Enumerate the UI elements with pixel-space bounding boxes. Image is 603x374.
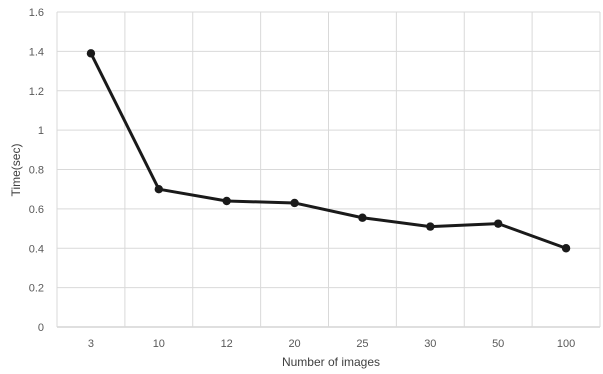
x-axis-ticks: 3 10 12 20 25 30 50 100 <box>88 338 575 350</box>
data-point <box>154 184 164 194</box>
y-axis-ticks: 0 0.2 0.4 0.6 0.8 1 1.2 1.4 1.6 <box>29 7 44 334</box>
data-point <box>358 213 367 222</box>
x-tick-label: 20 <box>288 338 300 350</box>
y-tick-label: 1.2 <box>29 86 44 98</box>
x-tick-label: 12 <box>221 338 233 350</box>
grid-layer <box>56 11 601 328</box>
data-point <box>493 219 503 228</box>
y-tick-label: 1.4 <box>29 46 44 58</box>
x-tick-label: 50 <box>492 338 504 350</box>
x-tick-label: 25 <box>356 338 368 350</box>
y-tick-label: 0.6 <box>29 204 44 216</box>
data-point <box>86 49 96 58</box>
x-tick-label: 3 <box>88 338 94 350</box>
y-axis-title: Time(sec) <box>9 144 23 197</box>
y-tick-label: 1.6 <box>29 7 44 19</box>
y-tick-label: 0.4 <box>29 243 44 255</box>
y-tick-label: 1 <box>38 125 44 137</box>
series-line <box>89 52 567 250</box>
x-tick-label: 100 <box>557 338 575 350</box>
data-point <box>222 196 231 206</box>
x-tick-label: 30 <box>424 338 436 350</box>
data-point <box>290 198 299 208</box>
y-tick-label: 0 <box>38 322 44 334</box>
series-layer <box>86 49 571 253</box>
y-tick-label: 0.8 <box>29 165 44 177</box>
x-axis-title: Number of images <box>282 355 380 369</box>
x-tick-label: 10 <box>153 338 165 350</box>
y-tick-label: 0.2 <box>29 283 44 295</box>
data-point <box>426 222 435 231</box>
data-point <box>561 244 571 253</box>
